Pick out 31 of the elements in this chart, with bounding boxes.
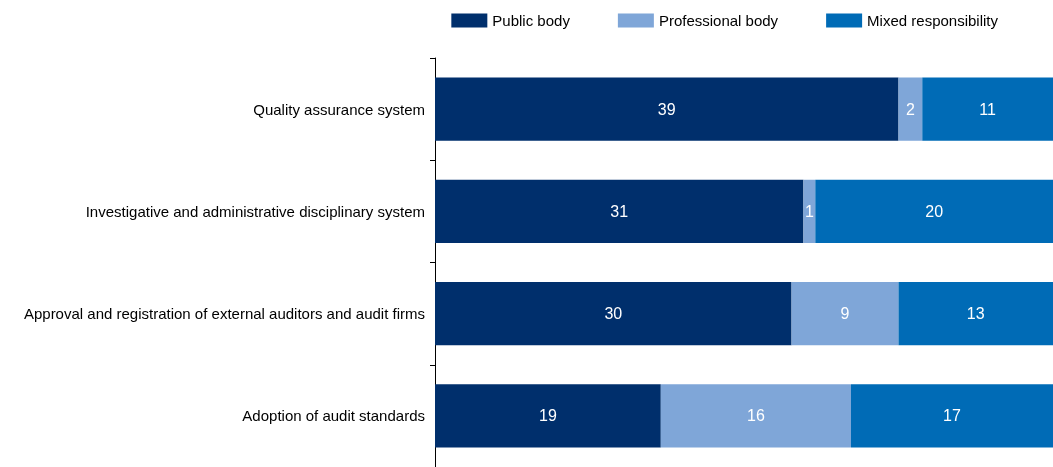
data-label: 1 <box>804 202 814 220</box>
y-tick-label: Investigative and administrative disciplinary system <box>85 202 425 220</box>
bar <box>898 281 1053 346</box>
legend-label: Mixed responsibility <box>867 12 999 29</box>
bar <box>435 179 804 244</box>
bar <box>922 77 1053 141</box>
data-label: 13 <box>966 305 985 323</box>
data-label: 19 <box>539 407 557 425</box>
data-label: 31 <box>610 202 629 220</box>
bar <box>435 384 661 448</box>
bar <box>898 77 923 141</box>
bar <box>803 179 816 244</box>
bar <box>815 179 1053 244</box>
data-label: 20 <box>925 202 944 220</box>
data-label: 9 <box>840 305 850 323</box>
legend-label: Public body <box>492 12 571 29</box>
data-label: 11 <box>979 100 997 118</box>
data-label: 30 <box>604 305 623 323</box>
bar <box>850 384 1053 448</box>
bar <box>660 384 851 448</box>
bar <box>435 281 792 346</box>
y-tick-label: Approval and registration of external auditors and audit firms <box>23 305 425 323</box>
bar <box>791 281 899 346</box>
data-label: 17 <box>943 407 961 425</box>
y-tick-label: Quality assurance system <box>253 100 425 118</box>
legend-label: Professional body <box>658 12 779 29</box>
data-label: 39 <box>657 100 676 118</box>
data-label: 2 <box>905 100 915 118</box>
y-tick-label: Adoption of audit standards <box>242 407 425 425</box>
data-label: 16 <box>746 407 765 425</box>
bar <box>435 77 899 141</box>
